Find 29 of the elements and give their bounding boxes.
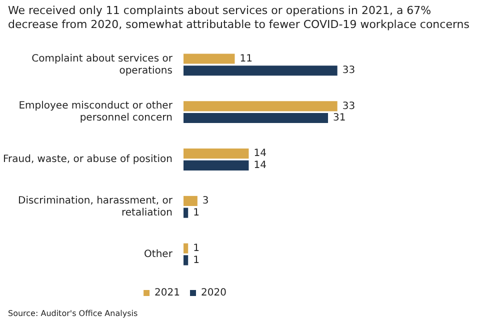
bar [183,66,338,76]
bar [183,148,249,159]
data-label: 33 [342,100,356,112]
data-label: 33 [342,65,356,76]
bar [183,255,188,266]
data-label: 31 [333,112,346,124]
data-label: 1 [193,242,200,254]
legend-label: 2021 [154,288,180,299]
data-label: 3 [202,196,209,207]
chart-title: We received only 11 complaints about services or operations in 2021, a 67% decrease from 2020, somewhat attributable to fewer COVID-19 workplace concerns [7,3,471,32]
bar [183,112,328,124]
data-label: 1 [193,207,200,218]
bar [183,196,198,206]
data-label: 11 [240,53,252,64]
bar [183,160,249,170]
data-label: 1 [193,254,200,266]
y-tick-label: Fraud, waste, or abuse of position [2,154,172,166]
y-tick-label: Complaint about services or operations [32,53,174,76]
data-label: 14 [254,160,266,172]
bar [183,101,338,112]
y-tick-label: Other [144,248,174,260]
legend-label: 2020 [201,288,226,299]
bar [183,208,188,218]
y-tick-label: Employee misconduct or other personnel concern [18,100,174,124]
source-note: Source: Auditor's Office Analysis [7,308,139,320]
y-tick-label: Discrimination, harassment, or retaliation [18,195,174,218]
bar [183,54,235,64]
bar [183,243,188,254]
data-label: 14 [254,148,266,160]
